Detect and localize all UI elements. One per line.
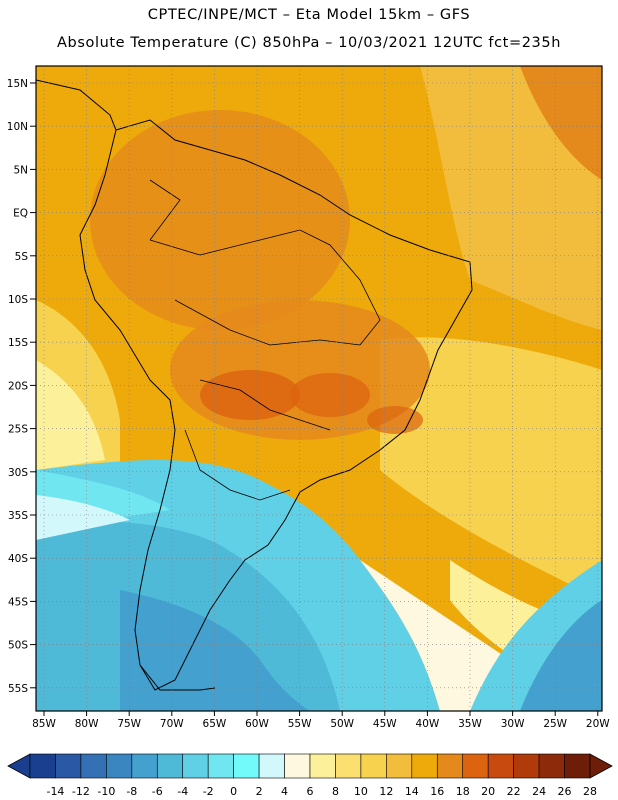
colorbar-swatch [284, 753, 311, 779]
colorbar-tick-label: -10 [97, 785, 115, 798]
colorbar-swatch [360, 753, 387, 779]
colorbar-swatch [462, 753, 489, 779]
colorbar-swatch [538, 753, 565, 779]
colorbar-tick-label: 20 [481, 785, 495, 798]
lon-tick-label: 60W [245, 718, 269, 730]
colorbar-swatch [106, 753, 133, 779]
colorbar-swatch [335, 753, 362, 779]
colorbar-min-arrow [7, 753, 31, 779]
lon-tick-label: 65W [203, 718, 227, 730]
lon-tick-label: 80W [75, 718, 99, 730]
colorbar-swatch [513, 753, 540, 779]
colorbar [7, 753, 613, 779]
lon-tick-label: 25W [543, 718, 567, 730]
chart-title-line1: CPTEC/INPE/MCT – Eta Model 15km – GFS [147, 7, 471, 23]
colorbar-tick-label: 4 [281, 785, 288, 798]
colorbar-swatch [156, 753, 184, 779]
colorbar-tick-label: 10 [354, 785, 368, 798]
lon-tick-label: 50W [330, 718, 354, 730]
colorbar-swatch [487, 753, 514, 779]
lat-tick-label: 30S [8, 467, 28, 479]
colorbar-tick-label: -6 [152, 785, 163, 798]
lon-tick-label: 40W [416, 718, 440, 730]
latitude-axis: 15N 10N 5N EQ 5S 10S 15S 20S 25S 30S 35S 40S 45S 50S 5… [7, 78, 36, 695]
colorbar-tick-label: 2 [256, 785, 263, 798]
colorbar-swatch [436, 753, 464, 779]
colorbar-swatch [411, 753, 438, 779]
lat-tick-label: 15S [8, 337, 28, 349]
lat-tick-label: 20S [8, 380, 28, 392]
colorbar-swatch [233, 753, 260, 779]
coastline [36, 79, 473, 691]
colorbar-tick-label: 16 [430, 785, 444, 798]
lat-tick-label: 15N [7, 78, 28, 90]
colorbar-swatch [80, 753, 107, 779]
lat-tick-label: 40S [8, 553, 28, 565]
lon-tick-label: 55W [288, 718, 312, 730]
lon-tick-label: 85W [32, 718, 56, 730]
longitude-axis: 85W 80W 75W 70W 65W 60W 55W 50W 45W 40W 35W 30W 25W 2… [32, 711, 610, 730]
lat-tick-label: 45S [8, 596, 28, 608]
lat-tick-label: 35S [8, 510, 28, 522]
country-borders [149, 179, 381, 501]
colorbar-tick-label: -12 [72, 785, 90, 798]
lon-tick-label: 20W [586, 718, 610, 730]
colorbar-tick-label: 26 [558, 785, 572, 798]
colorbar-swatch [258, 753, 285, 779]
colorbar-tick-label: -14 [46, 785, 64, 798]
colorbar-swatch [29, 753, 56, 779]
chart-title-line2: Absolute Temperature (C) 850hPa – 10/03/… [57, 35, 561, 51]
lat-tick-label: EQ [13, 208, 28, 220]
colorbar-swatch [564, 753, 591, 779]
lat-tick-label: 10N [7, 121, 28, 133]
colorbar-tick-label: -8 [126, 785, 137, 798]
lat-tick-label: 5S [15, 251, 29, 263]
map-frame [35, 65, 603, 712]
colorbar-max-arrow [589, 753, 613, 779]
lat-tick-label: 25S [8, 424, 28, 436]
lat-tick-label: 50S [8, 640, 28, 652]
colorbar-labels: -14 -12 -10 -8 -6 -4 -2 0 2 4 6 8 10 12 14 16 18 20 22 24 26… [46, 785, 597, 798]
lat-tick-label: 5N [13, 164, 28, 176]
colorbar-swatch [386, 753, 413, 779]
colorbar-swatch [309, 753, 336, 779]
colorbar-swatch [207, 753, 234, 779]
colorbar-swatch [182, 753, 209, 779]
colorbar-tick-label: 22 [507, 785, 521, 798]
colorbar-tick-label: -4 [177, 785, 188, 798]
colorbar-tick-label: 12 [379, 785, 393, 798]
lon-tick-label: 70W [160, 718, 184, 730]
lon-tick-label: 30W [501, 718, 525, 730]
temperature-field [36, 66, 602, 711]
colorbar-tick-label: 0 [230, 785, 237, 798]
colorbar-tick-label: 18 [456, 785, 470, 798]
lon-tick-label: 75W [117, 718, 141, 730]
colorbar-tick-label: 24 [532, 785, 546, 798]
colorbar-tick-label: 6 [307, 785, 314, 798]
lat-tick-label: 55S [8, 683, 28, 695]
colorbar-swatch [131, 753, 158, 779]
colorbar-tick-label: 8 [332, 785, 339, 798]
lon-tick-label: 35W [458, 718, 482, 730]
colorbar-tick-label: 14 [405, 785, 419, 798]
colorbar-tick-label: -2 [203, 785, 214, 798]
colorbar-tick-label: 28 [583, 785, 597, 798]
colorbar-swatch [55, 753, 82, 779]
lon-tick-label: 45W [373, 718, 397, 730]
lat-tick-label: 10S [8, 294, 28, 306]
